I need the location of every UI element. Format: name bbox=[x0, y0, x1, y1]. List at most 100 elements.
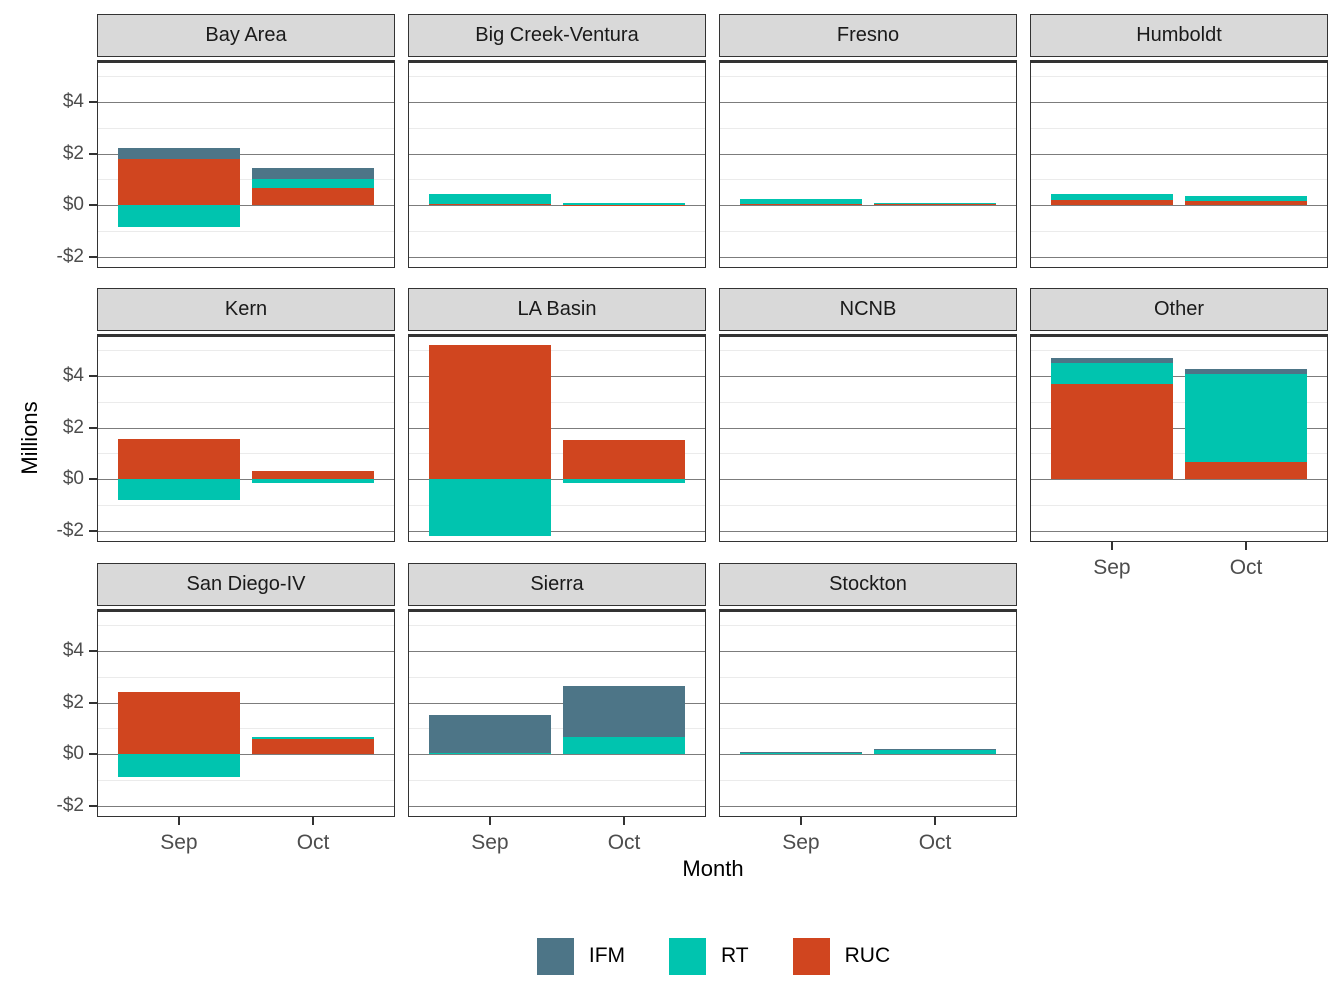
gridline-minor bbox=[1031, 76, 1327, 77]
gridline-major bbox=[98, 375, 394, 377]
bar-segment-rt bbox=[874, 202, 997, 205]
y-axis-tick bbox=[89, 374, 97, 377]
gridline-major bbox=[98, 101, 394, 103]
gridline-major bbox=[1031, 375, 1327, 377]
gridline-minor bbox=[1031, 350, 1327, 351]
bar-segment-ruc bbox=[563, 204, 686, 206]
x-axis-tick-label: Sep bbox=[782, 831, 820, 854]
facet-panel bbox=[97, 60, 395, 268]
bar-segment-ruc bbox=[117, 158, 240, 206]
gridline-major bbox=[720, 479, 1016, 481]
facet-panel bbox=[97, 334, 395, 542]
x-axis-tick-label: Sep bbox=[160, 831, 198, 854]
gridline-major bbox=[98, 530, 394, 532]
gridline-major bbox=[98, 805, 394, 807]
x-axis-tick-label: Oct bbox=[607, 831, 641, 854]
x-axis-tick bbox=[488, 817, 491, 825]
legend-label-ruc: RUC bbox=[844, 944, 891, 967]
legend-label-rt: RT bbox=[721, 944, 749, 967]
bar-segment-ruc bbox=[1050, 199, 1173, 206]
gridline-major bbox=[1031, 205, 1327, 207]
gridline-minor bbox=[98, 231, 394, 233]
x-axis-tick bbox=[1245, 542, 1248, 550]
facet-strip-label: Stockton bbox=[829, 573, 907, 595]
bar-segment-rt bbox=[428, 479, 551, 537]
gridline-minor bbox=[409, 231, 705, 233]
gridline-minor bbox=[720, 350, 1016, 351]
y-axis-tick-label: -$2 bbox=[56, 794, 84, 816]
y-axis-tick bbox=[89, 100, 97, 103]
gridline-major bbox=[409, 754, 705, 756]
gridline-minor bbox=[409, 127, 705, 129]
bar-segment-ifm bbox=[117, 148, 240, 159]
bar-segment-rt bbox=[117, 754, 240, 778]
gridline-major bbox=[720, 256, 1016, 258]
y-axis-tick-label: $2 bbox=[62, 416, 84, 438]
gridline-minor bbox=[720, 401, 1016, 403]
legend-swatch-ruc bbox=[792, 937, 830, 975]
gridline-major bbox=[409, 375, 705, 377]
x-axis-tick bbox=[799, 817, 802, 825]
y-axis-tick-label: $4 bbox=[62, 364, 84, 386]
gridline-minor bbox=[720, 231, 1016, 233]
gridline-minor bbox=[720, 676, 1016, 678]
bar-segment-ifm bbox=[739, 751, 862, 753]
gridline-major bbox=[409, 530, 705, 532]
gridline-major bbox=[720, 101, 1016, 103]
y-axis-tick-label: $2 bbox=[62, 142, 84, 164]
y-axis-tick-label: $0 bbox=[62, 194, 84, 216]
gridline-minor bbox=[1031, 127, 1327, 129]
y-axis-tick bbox=[89, 529, 97, 532]
y-axis-tick-label: -$2 bbox=[56, 245, 84, 267]
bar-segment-ruc bbox=[252, 738, 375, 755]
gridline-major bbox=[720, 427, 1016, 429]
gridline-minor bbox=[720, 728, 1016, 730]
legend-item-ruc: RUC bbox=[792, 937, 891, 975]
facet-panel bbox=[1030, 60, 1328, 268]
bar-segment-rt bbox=[428, 752, 551, 754]
x-axis-tick bbox=[312, 817, 315, 825]
facet-strip: Kern bbox=[97, 288, 395, 331]
bar-segment-rt bbox=[563, 479, 686, 484]
x-axis-tick bbox=[1110, 542, 1113, 550]
gridline-minor bbox=[720, 179, 1016, 181]
bar-segment-rt bbox=[739, 199, 862, 204]
gridline-major bbox=[720, 754, 1016, 756]
gridline-minor bbox=[98, 728, 394, 730]
gridline-major bbox=[409, 256, 705, 258]
facet-panel bbox=[719, 609, 1017, 817]
bar-segment-ifm bbox=[428, 715, 551, 753]
bar-segment-rt bbox=[428, 193, 551, 204]
gridline-minor bbox=[1031, 231, 1327, 233]
y-axis-tick bbox=[89, 804, 97, 807]
bar-segment-ruc bbox=[739, 203, 862, 206]
bar-segment-rt bbox=[1050, 194, 1173, 200]
facet-strip-label: LA Basin bbox=[517, 298, 597, 320]
gridline-major bbox=[1031, 427, 1327, 429]
gridline-major bbox=[98, 153, 394, 155]
gridline-minor bbox=[720, 625, 1016, 626]
facet-strip-label: Humboldt bbox=[1136, 24, 1222, 46]
y-axis-tick bbox=[89, 426, 97, 429]
gridline-major bbox=[720, 153, 1016, 155]
bar-segment-ruc bbox=[117, 439, 240, 480]
gridline-minor bbox=[409, 728, 705, 730]
gridline-major bbox=[409, 153, 705, 155]
legend-swatch-rt bbox=[669, 937, 707, 975]
facet-strip: Bay Area bbox=[97, 14, 395, 57]
facet-strip: Humboldt bbox=[1030, 14, 1328, 57]
bar-segment-ruc bbox=[428, 753, 551, 755]
gridline-minor bbox=[98, 350, 394, 351]
gridline-major bbox=[409, 702, 705, 704]
gridline-minor bbox=[409, 401, 705, 403]
gridline-minor bbox=[409, 179, 705, 181]
gridline-minor bbox=[98, 625, 394, 626]
bar-segment-rt bbox=[252, 736, 375, 739]
bar-segment-ruc bbox=[1185, 461, 1308, 480]
gridline-minor bbox=[720, 780, 1016, 782]
bar-segment-ruc bbox=[117, 692, 240, 755]
facet-strip: Big Creek-Ventura bbox=[408, 14, 706, 57]
bar-segment-rt bbox=[563, 736, 686, 755]
gridline-minor bbox=[98, 179, 394, 181]
x-axis-tick-label: Oct bbox=[918, 831, 952, 854]
